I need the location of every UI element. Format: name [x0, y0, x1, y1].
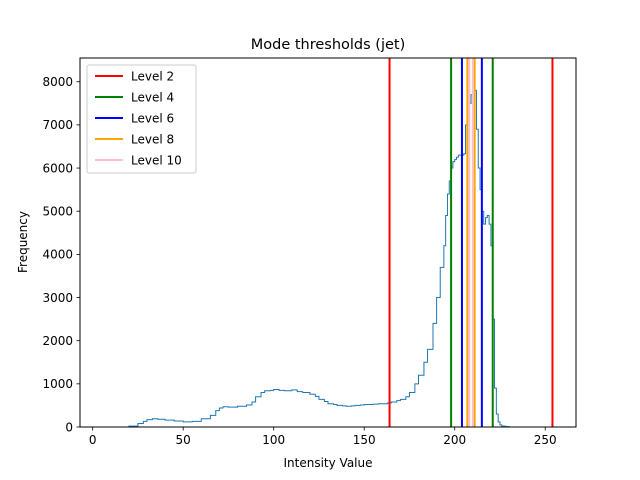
- y-tick-label-1: 0: [65, 420, 73, 434]
- x-tick-label-4: 150: [353, 433, 376, 447]
- plot-frame: [79, 57, 577, 428]
- y-tick-label-5: 4000: [42, 248, 73, 262]
- legend-label-1: Level 2: [131, 69, 174, 83]
- y-axis-label: Frequency: [16, 211, 30, 273]
- axes-ticks: 0 50 100 150 200 250 0 1000 2000 3000 4000 5000 6000…: [42, 75, 556, 447]
- x-tick-label-1: 0: [89, 433, 97, 447]
- x-tick-label-5: 200: [443, 433, 466, 447]
- x-axis-label: Intensity Value: [284, 456, 373, 470]
- y-tick-label-4: 3000: [42, 291, 73, 305]
- legend-label-5: Level 10: [131, 153, 182, 167]
- y-tick-label-8: 7000: [42, 118, 73, 132]
- plot-area: [92, 58, 555, 428]
- legend: Level 2 Level 4 Level 6 Level 8 Level 10: [86, 64, 197, 174]
- y-tick-label-2: 1000: [42, 377, 73, 391]
- y-tick-label-7: 6000: [42, 161, 73, 175]
- legend-label-3: Level 6: [131, 111, 174, 125]
- legend-label-2: Level 4: [131, 90, 174, 104]
- x-tick-label-2: 50: [176, 433, 191, 447]
- y-tick-label-6: 5000: [42, 205, 73, 219]
- legend-box: [86, 64, 197, 174]
- y-tick-label-3: 2000: [42, 334, 73, 348]
- x-tick-label-3: 100: [262, 433, 285, 447]
- x-tick-label-6: 250: [534, 433, 557, 447]
- y-tick-label-9: 8000: [42, 75, 73, 89]
- legend-label-4: Level 8: [131, 132, 174, 146]
- chart-title: Mode thresholds (jet): [251, 37, 406, 53]
